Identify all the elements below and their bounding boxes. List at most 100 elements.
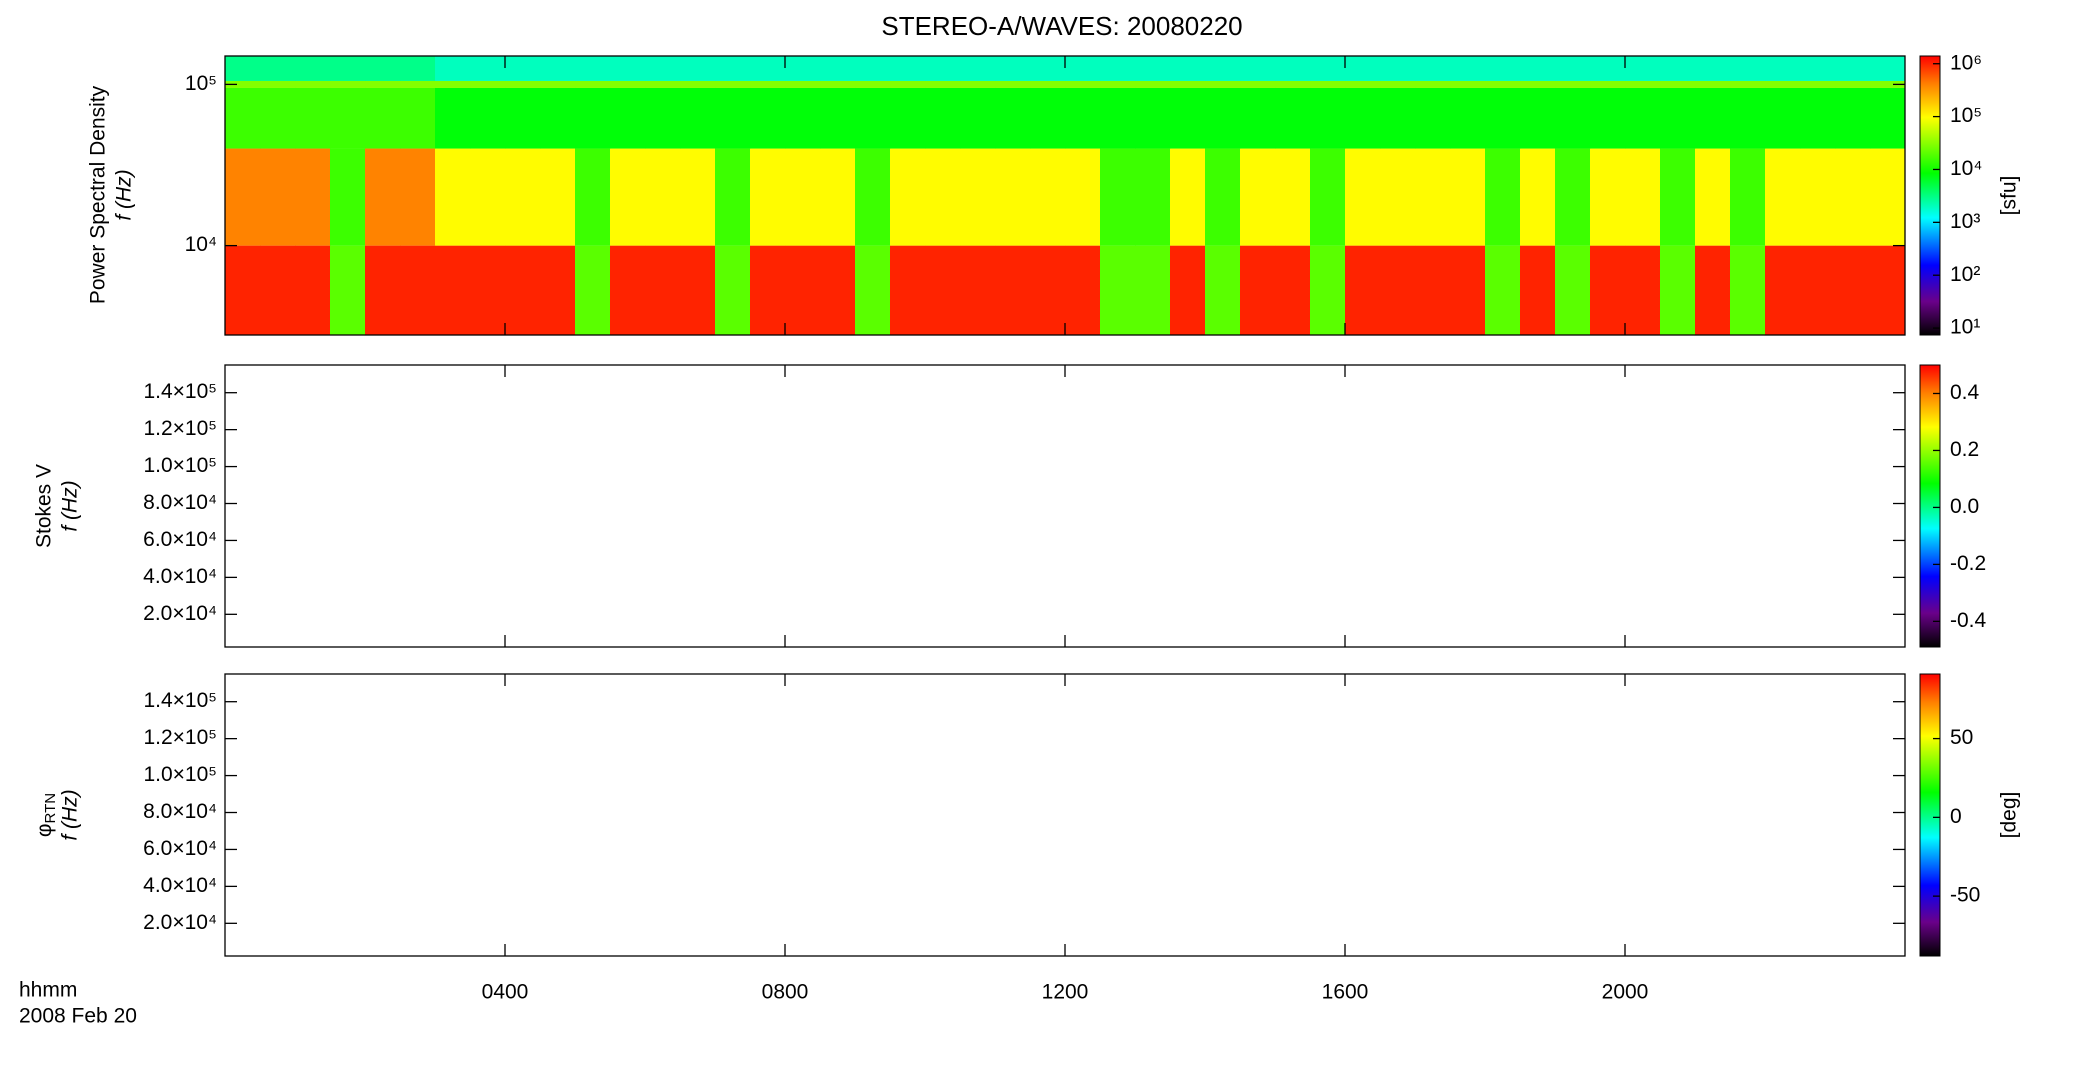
spectrogram-cell — [1345, 87, 1381, 149]
spectrogram-cell — [400, 80, 436, 88]
spectrogram-cell — [925, 87, 961, 149]
chart-title: STEREO-A/WAVES: 20080220 — [881, 11, 1242, 41]
spectrogram-cell — [1695, 87, 1731, 149]
spectrogram-cell — [1555, 87, 1591, 149]
spectrogram-cell — [225, 87, 261, 149]
spectrogram-cell — [400, 56, 436, 81]
spectrogram-cell — [1555, 56, 1591, 81]
spectrogram-cell — [330, 87, 366, 149]
colorbar-label: [sfu] — [1998, 176, 2021, 216]
spectrogram-cell — [610, 148, 646, 246]
spectrogram-cell — [260, 56, 296, 81]
spectrogram-cell — [470, 80, 506, 88]
spectrogram-cell — [610, 87, 646, 149]
spectrogram-cell — [1765, 87, 1801, 149]
spectrogram-cell — [1520, 87, 1556, 149]
spectrogram-cell — [295, 56, 331, 81]
spectrogram-cell — [540, 80, 576, 88]
y-axis-unit: f (Hz) — [59, 480, 82, 531]
colorbar-tick-label: 50 — [1950, 726, 1973, 749]
spectrogram-cell — [1345, 245, 1381, 335]
spectrogram-cell — [1590, 80, 1626, 88]
spectrogram-cell — [1415, 148, 1451, 246]
spectrogram-cell — [540, 245, 576, 335]
spectrogram-cell — [855, 56, 891, 81]
spectrogram-cell — [435, 148, 471, 246]
spectrogram-cell — [820, 87, 856, 149]
spectrogram-cell — [995, 148, 1031, 246]
spectrogram-cell — [1590, 245, 1626, 335]
spectrogram-cell — [785, 80, 821, 88]
colorbar-label: [deg] — [1998, 792, 2021, 839]
spectrogram-cell — [1310, 148, 1346, 246]
spectrogram-cell — [505, 87, 541, 149]
spectrogram-cell — [1205, 80, 1241, 88]
spectrogram-cell — [330, 148, 366, 246]
spectrogram-cell — [1800, 80, 1836, 88]
spectrogram-cell — [750, 148, 786, 246]
spectrogram-cell — [890, 87, 926, 149]
spectrogram-cell — [995, 80, 1031, 88]
spectrogram-cell — [645, 148, 681, 246]
spectrogram-cell — [225, 148, 261, 246]
y-tick-label: 2.0×10⁴ — [143, 602, 217, 625]
spectrogram-cell — [1275, 87, 1311, 149]
spectrogram-cell — [1870, 148, 1906, 246]
spectrogram-cell — [1835, 80, 1871, 88]
spectrogram-cell — [785, 148, 821, 246]
spectrogram-cell — [1520, 80, 1556, 88]
spectrogram-cell — [260, 245, 296, 335]
spectrogram-cell — [260, 148, 296, 246]
spectrogram-cell — [925, 56, 961, 81]
x-tick-label: 1600 — [1322, 981, 1369, 1004]
spectrogram-cell — [330, 80, 366, 88]
spectrogram-cell — [610, 245, 646, 335]
spectrogram-cell — [855, 87, 891, 149]
spectrogram-cell — [1030, 56, 1066, 81]
spectrogram-cell — [1415, 56, 1451, 81]
spectrogram-cell — [1275, 80, 1311, 88]
spectrogram-cell — [505, 56, 541, 81]
spectrogram-cell — [645, 87, 681, 149]
spectrogram-cell — [1555, 148, 1591, 246]
spectrogram-cell — [1450, 87, 1486, 149]
spectrogram-cell — [1380, 56, 1416, 81]
spectrogram-cell — [1170, 245, 1206, 335]
spectrogram-cell — [1485, 80, 1521, 88]
spectrogram-cell — [995, 245, 1031, 335]
y-tick-label: 4.0×10⁴ — [143, 874, 217, 897]
colorbar-tick-label: 0.4 — [1950, 381, 1980, 404]
spectrogram-cell — [1625, 80, 1661, 88]
spectrogram-cell — [680, 56, 716, 81]
spectrogram-cell — [1625, 87, 1661, 149]
spectrogram-cell — [610, 56, 646, 81]
spectrogram-cell — [1520, 148, 1556, 246]
spectrogram-cell — [225, 80, 261, 88]
spectrogram-cell — [1100, 148, 1136, 246]
spectrogram-cell — [820, 56, 856, 81]
spectrogram-cell — [1765, 56, 1801, 81]
spectrogram-cell — [680, 87, 716, 149]
spectrogram-cell — [1065, 245, 1101, 335]
spectrogram-cell — [365, 245, 401, 335]
spectrogram-cell — [1590, 87, 1626, 149]
spectrogram-cell — [890, 56, 926, 81]
spectrogram-cell — [960, 80, 996, 88]
spectrogram-cell — [1380, 148, 1416, 246]
spectrogram-cell — [435, 80, 471, 88]
spectrogram-cell — [750, 56, 786, 81]
spectrogram-cell — [1450, 245, 1486, 335]
spectrogram-cell — [505, 148, 541, 246]
spectrogram-cell — [1205, 245, 1241, 335]
spectrogram-cell — [1170, 87, 1206, 149]
x-tick-label: 0800 — [762, 981, 809, 1004]
spectrogram-cell — [1030, 148, 1066, 246]
colorbar-tick-label: 10² — [1950, 263, 1980, 286]
spectrogram-cell — [1275, 148, 1311, 246]
spectrogram-cell — [435, 56, 471, 81]
spectrogram-cell — [890, 80, 926, 88]
spectrogram-cell — [1590, 148, 1626, 246]
spectrogram-cell — [750, 80, 786, 88]
spectrogram-cell — [1240, 80, 1276, 88]
